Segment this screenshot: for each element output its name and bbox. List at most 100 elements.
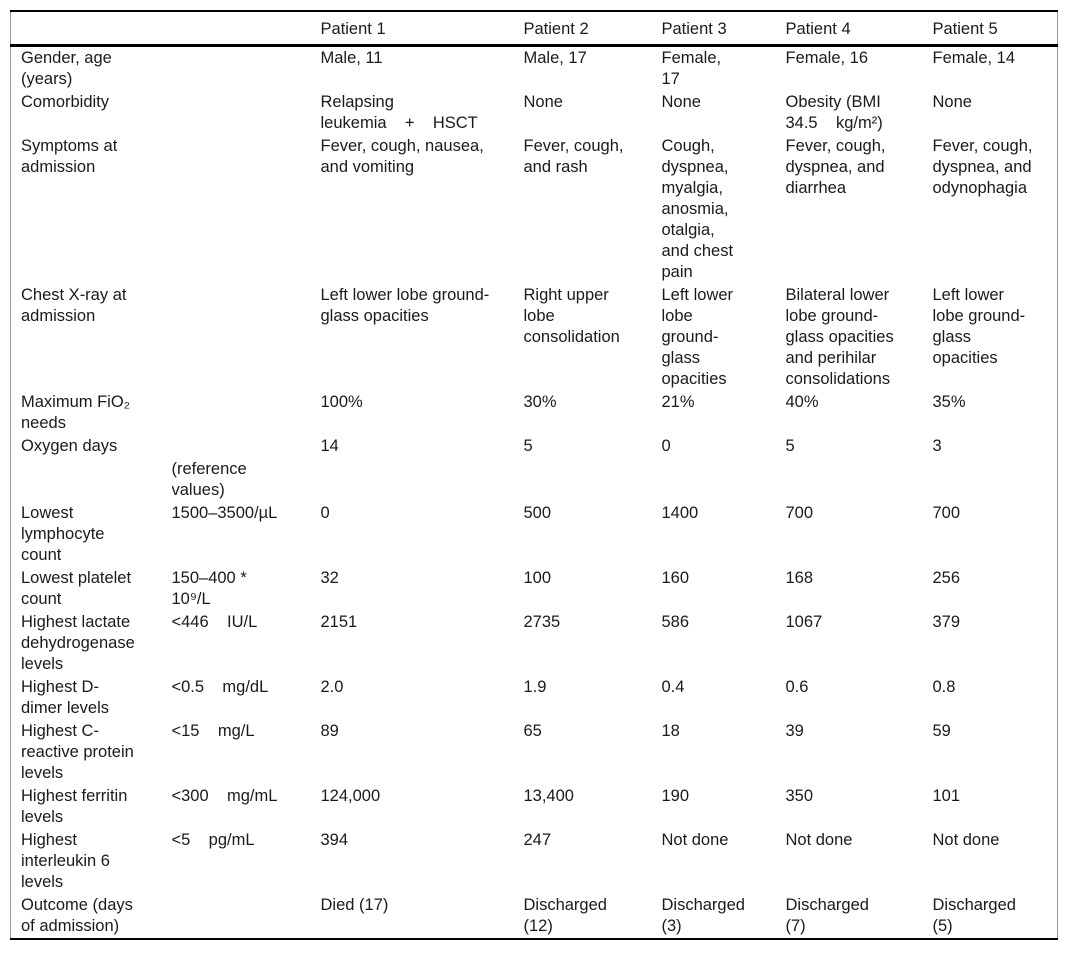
table-row: Highest interleukin 6 levels <5 pg/mL 394 2… bbox=[11, 829, 1058, 894]
table-cell: 59 bbox=[932, 722, 951, 740]
table-cell: Died (17) bbox=[320, 896, 389, 914]
table-cell: 1067 bbox=[785, 613, 823, 631]
table-cell: 35% bbox=[932, 393, 966, 411]
row-label-cell: Oxygen days bbox=[21, 437, 118, 455]
table-cell: Obesity (BMI 34.5 kg/m²) bbox=[785, 93, 883, 132]
table-cell: Left lower lobe ground- glass opacities bbox=[320, 286, 490, 325]
table-cell: 1.9 bbox=[523, 678, 547, 696]
table-cell: Fever, cough, nausea, and vomiting bbox=[320, 137, 484, 176]
table-cell: Cough, dyspnea, myalgia, anosmia, otalgi… bbox=[661, 137, 734, 281]
table-cell: 350 bbox=[785, 787, 814, 805]
table-cell: Discharged (5) bbox=[932, 896, 1016, 935]
table-row: Gender, age (years) Male, 11 Male, 17 Femal… bbox=[11, 46, 1058, 92]
table-cell: None bbox=[661, 93, 701, 111]
reference-value-cell: <15 mg/L bbox=[171, 722, 255, 740]
table-cell: Not done bbox=[932, 831, 1000, 849]
table-cell: 124,000 bbox=[320, 787, 381, 805]
table-cell: None bbox=[523, 93, 563, 111]
row-label-cell: Outcome (days of admission) bbox=[21, 896, 133, 935]
row-label-cell: Highest interleukin 6 levels bbox=[21, 831, 110, 891]
table-cell: Female, 14 bbox=[932, 49, 1016, 67]
table-cell: 30% bbox=[523, 393, 557, 411]
row-label-cell: Highest D- dimer levels bbox=[21, 678, 110, 717]
reference-value-cell: 150–400 * 10⁹/L bbox=[171, 569, 247, 608]
table-cell: 40% bbox=[785, 393, 819, 411]
table-row: Highest ferritin levels <300 mg/mL 124,000… bbox=[11, 785, 1058, 829]
table-row: Highest D- dimer levels <0.5 mg/dL 2.0 1.9 0… bbox=[11, 676, 1058, 720]
patients-table: Patient 1 Patient 2 Patient 3 Patient 4 Pati… bbox=[10, 10, 1058, 940]
table-cell bbox=[662, 458, 786, 502]
table-row: Chest X-ray at admission Left lower lobe … bbox=[11, 284, 1058, 391]
table-row: Highest lactate dehydrogenase levels <446… bbox=[11, 611, 1058, 676]
table-cell: 0.4 bbox=[661, 678, 685, 696]
table-cell: Female, 17 bbox=[661, 49, 722, 88]
table-cell: 21% bbox=[661, 393, 695, 411]
row-label-cell: Lowest platelet count bbox=[21, 569, 132, 608]
table-cell: 256 bbox=[932, 569, 961, 587]
table-cell: Relapsing leukemia + HSCT bbox=[320, 93, 478, 132]
table-cell: Discharged (12) bbox=[523, 896, 607, 935]
row-label-cell: Chest X-ray at admission bbox=[21, 286, 127, 325]
reference-value-cell bbox=[172, 284, 321, 391]
table-cell: 100 bbox=[523, 569, 552, 587]
table-cell: Fever, cough, dyspnea, and diarrhea bbox=[785, 137, 886, 197]
column-header-patient-5: Patient 5 bbox=[932, 20, 998, 38]
table-cell: None bbox=[932, 93, 972, 111]
row-label-cell: Maximum FiO₂ needs bbox=[21, 393, 131, 432]
table-row: Highest C- reactive protein levels <15 mg… bbox=[11, 720, 1058, 785]
table-cell: Left lower lobe ground- glass opacities bbox=[661, 286, 734, 388]
table-cell: 0 bbox=[320, 504, 330, 522]
table-cell: 160 bbox=[661, 569, 690, 587]
table-cell: 0.8 bbox=[932, 678, 956, 696]
reference-value-cell bbox=[172, 91, 321, 135]
row-label-cell bbox=[11, 458, 172, 502]
table-cell: 101 bbox=[932, 787, 961, 805]
table-cell: 394 bbox=[320, 831, 349, 849]
table-cell: Not done bbox=[785, 831, 853, 849]
column-header-patient-3: Patient 3 bbox=[661, 20, 727, 38]
row-label-cell: Comorbidity bbox=[21, 93, 110, 111]
reference-value-cell bbox=[172, 46, 321, 92]
table-cell: 700 bbox=[785, 504, 814, 522]
table-cell bbox=[786, 458, 933, 502]
column-header-row-label bbox=[11, 11, 172, 46]
table-cell: 2735 bbox=[523, 613, 561, 631]
reference-value-cell: <446 IU/L bbox=[171, 613, 258, 631]
table-cell: 1400 bbox=[661, 504, 699, 522]
table-cell: 89 bbox=[320, 722, 339, 740]
table-cell: 65 bbox=[523, 722, 542, 740]
table-cell: Not done bbox=[661, 831, 729, 849]
reference-value-cell: (reference values) bbox=[171, 460, 247, 499]
table-cell: Discharged (3) bbox=[661, 896, 745, 935]
table-cell: 2151 bbox=[320, 613, 358, 631]
reference-value-cell bbox=[172, 435, 321, 458]
table-cell bbox=[524, 458, 662, 502]
table-cell: 586 bbox=[661, 613, 690, 631]
table-row: (reference values) bbox=[11, 458, 1058, 502]
table-cell: 0 bbox=[661, 437, 671, 455]
table-row: Maximum FiO₂ needs 100% 30% 21% 40% 35% bbox=[11, 391, 1058, 435]
table-body: Gender, age (years) Male, 11 Male, 17 Femal… bbox=[11, 46, 1058, 940]
reference-value-cell bbox=[172, 894, 321, 939]
table-row: Lowest platelet count 150–400 * 10⁹/L 32 10… bbox=[11, 567, 1058, 611]
row-label-cell: Highest lactate dehydrogenase levels bbox=[21, 613, 135, 673]
table-cell: 500 bbox=[523, 504, 552, 522]
column-header-reference-values bbox=[172, 11, 321, 46]
table-cell: 18 bbox=[661, 722, 680, 740]
table-cell bbox=[933, 458, 1058, 502]
table-cell: 100% bbox=[320, 393, 363, 411]
table-cell: 247 bbox=[523, 831, 552, 849]
reference-value-cell: <5 pg/mL bbox=[171, 831, 255, 849]
table-row: Outcome (days of admission) Died (17) Disc… bbox=[11, 894, 1058, 939]
table-cell: 700 bbox=[932, 504, 961, 522]
table-cell: Fever, cough, dyspnea, and odynophagia bbox=[932, 137, 1033, 197]
row-label-cell: Symptoms at admission bbox=[21, 137, 118, 176]
table-cell bbox=[321, 458, 524, 502]
table-cell: Female, 16 bbox=[785, 49, 869, 67]
table-cell: 2.0 bbox=[320, 678, 344, 696]
table-cell: 14 bbox=[320, 437, 339, 455]
table-row: Lowest lymphocyte count 1500–3500/µL 0 500 1… bbox=[11, 502, 1058, 567]
reference-value-cell bbox=[172, 391, 321, 435]
table-cell: Right upper lobe consolidation bbox=[523, 286, 620, 346]
